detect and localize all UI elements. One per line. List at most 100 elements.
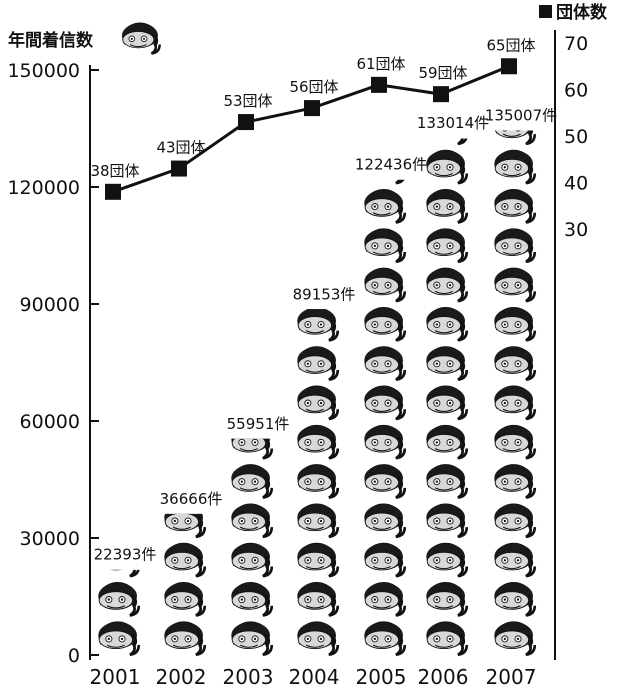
group-count-line: 38団体 43団体 53団体 56団体 61団体 59団体 65団体 — [90, 36, 536, 200]
x-tick-label: 2001 — [90, 665, 141, 688]
line-point-label: 61団体 — [356, 55, 405, 73]
bar — [364, 179, 407, 657]
bar-value-label: 133014件 — [417, 114, 489, 132]
face-icon — [297, 385, 340, 421]
face-icon — [297, 542, 340, 578]
left-tick-label: 60000 — [20, 411, 80, 433]
bar — [494, 130, 537, 657]
left-tick-label: 30000 — [20, 528, 80, 550]
face-icon-partial — [457, 138, 468, 146]
line-point — [501, 58, 517, 75]
bar-value-label: 22393件 — [94, 546, 157, 564]
right-tick-label: 70 — [564, 33, 588, 55]
face-icon-partial — [231, 438, 274, 460]
face-icon — [364, 503, 407, 539]
line-point — [238, 114, 254, 131]
x-tick-label: 2004 — [289, 665, 340, 688]
face-icon — [364, 385, 407, 421]
face-icon — [426, 149, 469, 185]
face-icon — [121, 22, 161, 55]
face-icon — [364, 307, 407, 342]
left-axis-title: 年間着信数 — [8, 30, 94, 51]
face-icon — [494, 424, 537, 460]
x-axis-labels: 2001 2002 2003 2004 2005 2006 2007 — [90, 665, 537, 688]
face-icon — [231, 621, 274, 657]
face-icon — [164, 582, 207, 617]
line-point — [304, 100, 320, 117]
line-point — [433, 86, 449, 103]
legend-marker — [539, 5, 552, 18]
bar — [231, 438, 274, 657]
bar-value-labels: 22393件 36666件 55951件 89153件 122436件 133014件13… — [94, 106, 557, 563]
bar-value-label: 55951件 — [227, 415, 290, 433]
face-icon — [494, 267, 537, 303]
line-point-label: 65団体 — [486, 36, 535, 54]
left-tick-label: 90000 — [20, 294, 80, 316]
left-tick-label: 0 — [68, 645, 80, 667]
line-point-label: 56団体 — [289, 78, 338, 96]
x-tick-label: 2002 — [156, 665, 207, 688]
left-axis-ticks: 0 30000 60000 90000 120000 150000 — [7, 60, 99, 667]
face-icon — [494, 621, 537, 657]
face-icon — [426, 385, 469, 421]
face-icon — [297, 621, 340, 657]
face-icon — [426, 228, 469, 264]
face-icon — [426, 307, 469, 342]
face-icon — [426, 621, 469, 657]
right-tick-label: 60 — [564, 80, 588, 102]
face-icon — [297, 503, 340, 539]
face-icon — [98, 621, 141, 657]
line-point — [371, 76, 387, 93]
face-icon — [426, 346, 469, 381]
face-icon — [297, 346, 340, 381]
face-icon — [494, 582, 537, 617]
face-icon — [364, 228, 407, 264]
right-axis-ticks: 30 40 50 60 70 — [564, 33, 588, 241]
bar — [98, 569, 141, 657]
bar-value-label: 135007件 — [485, 106, 557, 124]
face-icon-partial — [495, 130, 537, 146]
face-icon — [494, 307, 537, 342]
face-icon — [494, 228, 537, 264]
x-tick-label: 2005 — [356, 665, 407, 688]
face-icon — [494, 149, 537, 185]
right-tick-label: 30 — [564, 219, 588, 241]
left-tick-label: 150000 — [7, 60, 80, 82]
face-icon — [364, 621, 407, 657]
right-tick-label: 40 — [564, 173, 588, 195]
face-icon — [494, 542, 537, 578]
face-icon-partial — [395, 179, 405, 185]
face-icon — [426, 542, 469, 578]
face-icon — [364, 542, 407, 578]
face-icon — [426, 582, 469, 617]
face-icon — [494, 346, 537, 381]
line-point — [171, 160, 187, 177]
bar — [297, 309, 340, 657]
face-icon — [164, 542, 207, 578]
bar — [426, 138, 469, 657]
face-icon — [364, 464, 407, 499]
x-tick-label: 2007 — [486, 665, 537, 688]
right-tick-label: 50 — [564, 126, 588, 148]
face-icon — [494, 189, 537, 224]
face-icon — [297, 464, 340, 499]
face-icon — [494, 464, 537, 499]
line-point-label: 43団体 — [156, 139, 205, 157]
line-point-label: 53団体 — [223, 92, 272, 110]
face-icon-partial — [110, 569, 140, 578]
face-icon — [364, 424, 407, 460]
face-icon — [426, 464, 469, 499]
bar — [164, 513, 207, 657]
face-icon — [364, 346, 407, 381]
face-icon — [164, 621, 207, 657]
line-point — [105, 183, 121, 200]
bar-value-label: 36666件 — [160, 490, 223, 508]
bar-value-label: 122436件 — [355, 155, 427, 173]
face-icon — [297, 424, 340, 460]
face-icon — [231, 503, 274, 539]
face-icon — [364, 582, 407, 617]
face-icon — [426, 267, 469, 303]
face-icon — [231, 464, 274, 499]
left-tick-label: 120000 — [7, 177, 80, 199]
